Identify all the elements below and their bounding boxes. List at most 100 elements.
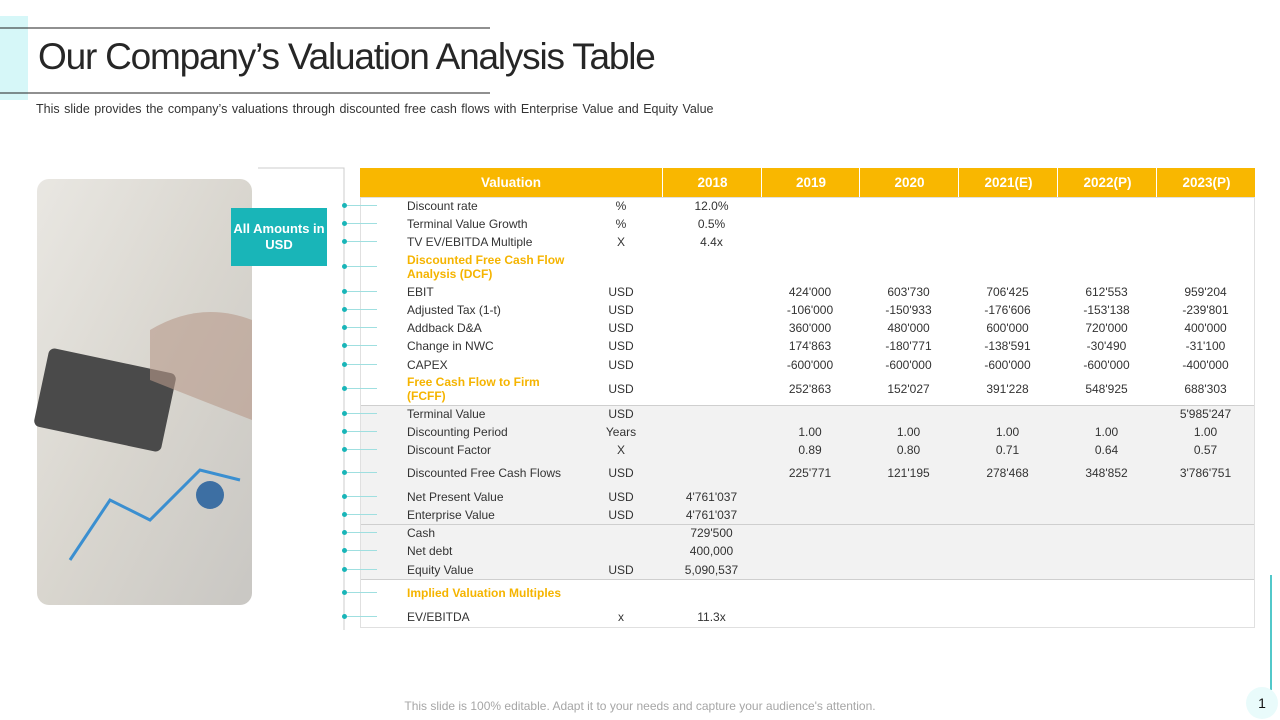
cell: 1.00: [1193, 425, 1218, 439]
cell: 5'985'247: [1179, 407, 1232, 421]
connector-dot: [342, 512, 347, 517]
row-label: Terminal Value: [407, 407, 486, 421]
cell: 225'771: [788, 466, 832, 480]
separator: [360, 579, 1255, 580]
row-unit: USD: [608, 490, 634, 504]
row-label: Addback D&A: [407, 321, 482, 335]
cell: -176'606: [984, 303, 1031, 317]
connector-dot: [342, 470, 347, 475]
cell: 360'000: [788, 321, 832, 335]
photo-pie: [196, 481, 224, 509]
row-label: Discount rate: [407, 199, 478, 213]
header-cell: 2021(E): [958, 168, 1058, 197]
title-accent: [0, 16, 28, 100]
connector-line: [347, 205, 377, 206]
connector-line: [347, 550, 377, 551]
cell: 720'000: [1085, 321, 1128, 335]
connector-dot: [342, 447, 347, 452]
cell: 0.5%: [697, 217, 726, 231]
cell: 400,000: [689, 544, 734, 558]
connector-dot: [342, 494, 347, 499]
cell: 1.00: [1094, 425, 1119, 439]
cell: 548'925: [1085, 382, 1128, 396]
row-label: Enterprise Value: [407, 508, 495, 522]
shade: [360, 405, 1255, 524]
cell: 152'027: [887, 382, 930, 396]
row-label: Implied Valuation Multiples: [407, 586, 562, 600]
cell: 1.00: [995, 425, 1020, 439]
frame: [258, 167, 345, 630]
row-label: Equity Value: [407, 563, 474, 577]
cell: 348'852: [1085, 466, 1128, 480]
connector-line: [347, 496, 377, 497]
connector-dot: [342, 362, 347, 367]
cell: 1.00: [896, 425, 921, 439]
row-label: Discounted Free Cash Flows: [407, 466, 562, 480]
cell: 424'000: [788, 285, 832, 299]
connector-line: [347, 532, 377, 533]
row-label: Net debt: [407, 544, 453, 558]
header-cell: 2023(P): [1156, 168, 1256, 197]
photo-chart: [68, 468, 241, 561]
cell: 4'761'037: [685, 490, 738, 504]
cell: -400'000: [1182, 358, 1229, 372]
connector-line: [347, 616, 377, 617]
row-unit: USD: [608, 508, 634, 522]
row-label: Terminal Value Growth: [407, 217, 528, 231]
cell: 0.89: [798, 443, 822, 457]
page-number: 1: [1246, 687, 1278, 719]
cell: -150'933: [885, 303, 932, 317]
cell: 959'204: [1184, 285, 1227, 299]
connector-line: [347, 569, 377, 570]
connector-line: [347, 223, 377, 224]
connector-line: [347, 364, 377, 365]
connector-dot: [342, 386, 347, 391]
row-label: Cash: [407, 526, 436, 540]
row-label: EV/EBITDA: [407, 610, 470, 624]
shade: [360, 525, 1255, 579]
connector-line: [347, 266, 377, 267]
row-unit: x: [618, 610, 624, 624]
row-unit: USD: [608, 358, 634, 372]
row-unit: USD: [608, 321, 634, 335]
row-label: Discounting Period: [407, 425, 508, 439]
header-cell: 2022(P): [1057, 168, 1157, 197]
separator: [360, 524, 1255, 525]
cell: 3'786'751: [1179, 466, 1232, 480]
header-cell: 2018: [662, 168, 762, 197]
row-unit: USD: [608, 285, 634, 299]
row-unit: %: [615, 199, 627, 213]
row-label: CAPEX: [407, 358, 448, 372]
connector-dot: [342, 203, 347, 208]
row-label: Net Present Value: [407, 490, 504, 504]
header-cell: 2019: [761, 168, 860, 197]
header-cell: Valuation: [480, 175, 541, 190]
row-unit: USD: [608, 303, 634, 317]
connector-dot: [342, 567, 347, 572]
cell: 391'228: [986, 382, 1029, 396]
cell: 400'000: [1184, 321, 1227, 335]
connector-dot: [342, 307, 347, 312]
cell: -30'490: [1086, 339, 1127, 353]
cell: 612'553: [1085, 285, 1128, 299]
cell: 174'863: [788, 339, 832, 353]
cell: 729'500: [690, 526, 733, 540]
cell: -153'138: [1083, 303, 1130, 317]
row-label: Change in NWC: [407, 339, 494, 353]
connector-line: [347, 345, 377, 346]
cell: 278'468: [986, 466, 1029, 480]
badge: All Amounts in USD: [231, 208, 327, 266]
row-unit: USD: [608, 382, 634, 396]
row-unit: USD: [608, 466, 634, 480]
cell: -600'000: [786, 358, 834, 372]
cell: 480'000: [887, 321, 930, 335]
cell: -239'801: [1182, 303, 1229, 317]
connector-line: [347, 592, 377, 593]
cell: 0.57: [1193, 443, 1218, 457]
cell: -31'100: [1185, 339, 1226, 353]
connector-dot: [342, 325, 347, 330]
cell: 1.00: [798, 425, 822, 439]
connector-line: [347, 449, 377, 450]
